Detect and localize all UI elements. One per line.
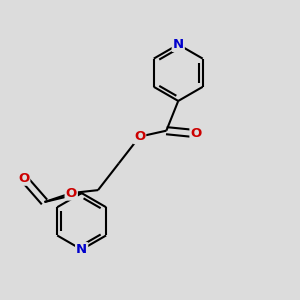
Text: O: O [66,187,77,200]
Text: O: O [134,130,145,143]
Text: N: N [173,38,184,51]
Text: N: N [76,243,87,256]
Text: O: O [190,127,202,140]
Text: O: O [18,172,29,185]
